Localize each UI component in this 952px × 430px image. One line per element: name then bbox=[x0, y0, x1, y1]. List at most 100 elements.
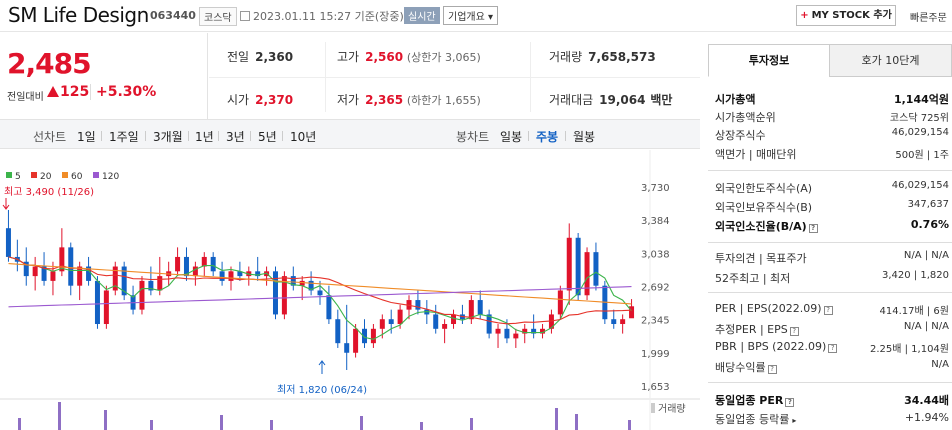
add-my-stock-button[interactable]: + MY STOCK 추가 bbox=[796, 5, 896, 26]
volume-bar bbox=[220, 415, 223, 430]
current-price-box: 2,485 전일대비 125 +5.30% bbox=[0, 33, 208, 119]
ma-line-5 bbox=[8, 256, 632, 340]
volume-bar bbox=[270, 420, 273, 430]
candle-body bbox=[557, 290, 563, 315]
per-value: 414.17배 | 6원 bbox=[879, 306, 949, 317]
calendar-icon bbox=[240, 11, 250, 21]
candle-body bbox=[522, 328, 528, 334]
tab-invest-info[interactable]: 투자정보 bbox=[708, 44, 830, 77]
foreign-limit-value: 46,029,154 bbox=[891, 180, 949, 191]
dividend-row: 배당수익률? N/A bbox=[715, 359, 949, 376]
candle-body bbox=[50, 271, 56, 281]
candle-body bbox=[584, 252, 590, 296]
candle-weekly[interactable]: 주봉 bbox=[536, 130, 559, 144]
legend-swatch-120 bbox=[93, 172, 99, 178]
y-tick-label: 3,384 bbox=[641, 216, 670, 227]
high-annotation: 최고 3,490 (11/26) bbox=[4, 186, 94, 198]
help-icon[interactable]: ? bbox=[785, 398, 795, 407]
tab-orderbook-10[interactable]: 호가 10단계 bbox=[829, 44, 952, 77]
help-icon[interactable]: ? bbox=[767, 365, 777, 374]
open-value: 2,370 bbox=[255, 93, 294, 107]
period-1w[interactable]: 1주일 bbox=[109, 130, 139, 144]
candle-body bbox=[344, 343, 350, 353]
prev-close-label: 전일 bbox=[227, 50, 250, 64]
divider bbox=[218, 131, 219, 141]
legend-label-5: 5 bbox=[15, 172, 21, 182]
par-label: 액면가 | 매매단위 bbox=[715, 148, 797, 161]
candle-monthly[interactable]: 월봉 bbox=[573, 130, 596, 144]
period-3y[interactable]: 3년 bbox=[226, 130, 245, 144]
divider bbox=[90, 84, 91, 100]
period-1d[interactable]: 1일 bbox=[77, 130, 96, 144]
candle-body bbox=[370, 328, 376, 344]
volume-bar bbox=[420, 422, 423, 430]
volume-bar bbox=[18, 418, 21, 430]
help-icon[interactable]: ? bbox=[808, 224, 818, 233]
candle-body bbox=[103, 290, 109, 325]
candle-body bbox=[139, 280, 145, 310]
help-icon[interactable]: ? bbox=[823, 306, 833, 315]
candle-body bbox=[397, 309, 403, 325]
ma-line-20 bbox=[8, 256, 632, 325]
line-chart-label: 선차트 bbox=[33, 130, 67, 144]
lower-limit: (하한가 1,655) bbox=[406, 94, 481, 107]
quick-order-link[interactable]: 빠른주문 bbox=[910, 13, 947, 24]
volume-bar bbox=[360, 416, 363, 430]
open-price: 시가 2,370 bbox=[227, 91, 293, 108]
divider bbox=[708, 382, 952, 383]
foreign-hold-label: 외국인보유주식수(B) bbox=[715, 201, 813, 214]
shares-label: 상장주식수 bbox=[715, 129, 766, 142]
volume-bar bbox=[104, 410, 107, 430]
candle-body bbox=[32, 266, 38, 277]
est-per-value: N/A | N/A bbox=[903, 321, 949, 332]
est-per-label: 추정PER | EPS bbox=[715, 323, 788, 336]
pbr-value: 2.25배 | 1,104원 bbox=[869, 344, 949, 355]
help-icon[interactable]: ? bbox=[828, 344, 838, 353]
candle-body bbox=[94, 280, 100, 325]
legend-label-20: 20 bbox=[40, 172, 52, 182]
legend-label-60: 60 bbox=[71, 172, 83, 182]
legend-label-120: 120 bbox=[102, 172, 119, 182]
week52-label: 52주최고 | 최저 bbox=[715, 272, 791, 285]
candle-daily[interactable]: 일봉 bbox=[500, 130, 523, 144]
market-cap-row: 시가총액 1,144억원 bbox=[715, 91, 949, 108]
ma-line-120 bbox=[8, 286, 632, 308]
market-badge: 코스닥 bbox=[199, 7, 237, 26]
candle-body bbox=[353, 328, 359, 353]
candle-body bbox=[548, 314, 554, 329]
divider bbox=[565, 131, 566, 141]
candle-body bbox=[504, 328, 510, 339]
opinion-label: 투자의견 | 목표주가 bbox=[715, 252, 807, 265]
per-row: PER | EPS(2022.09)? 414.17배 | 6원 bbox=[715, 302, 949, 319]
candle-body bbox=[281, 276, 287, 315]
candle-body bbox=[513, 333, 519, 339]
period-5y[interactable]: 5년 bbox=[258, 130, 277, 144]
current-price: 2,485 bbox=[7, 47, 92, 80]
change-label: 전일대비 bbox=[7, 92, 44, 103]
period-3m[interactable]: 3개월 bbox=[153, 130, 183, 144]
divider bbox=[830, 76, 952, 77]
candle-body bbox=[531, 328, 537, 334]
candle-body bbox=[566, 237, 572, 291]
live-button[interactable]: 실시간 bbox=[404, 7, 440, 24]
candle-body bbox=[68, 247, 74, 286]
divider bbox=[530, 42, 531, 112]
candle-chart-label: 봉차트 bbox=[456, 130, 490, 144]
change-amount: 125 bbox=[60, 84, 90, 100]
company-overview-dropdown[interactable]: 기업개요 ▾ bbox=[443, 6, 499, 25]
period-1y[interactable]: 1년 bbox=[195, 130, 214, 144]
candle-body bbox=[593, 252, 599, 286]
candle-body bbox=[255, 271, 261, 277]
price-chart[interactable]: 5 20 60 120 3,730 3,384 3,038 2,692 2,345 1,999 1,… bbox=[0, 150, 700, 430]
high-value: 2,560 bbox=[365, 50, 404, 64]
market-cap-rank-row: 시가총액순위 코스닥 725위 bbox=[715, 109, 949, 126]
candle-body bbox=[121, 266, 127, 296]
candle-body bbox=[495, 328, 501, 334]
help-icon[interactable]: ? bbox=[789, 327, 799, 336]
divider bbox=[209, 77, 700, 78]
volume-label: 거래량 bbox=[658, 403, 686, 415]
y-tick-label: 3,038 bbox=[641, 249, 670, 260]
divider bbox=[282, 131, 283, 141]
candle-body bbox=[237, 271, 243, 277]
period-10y[interactable]: 10년 bbox=[290, 130, 317, 144]
